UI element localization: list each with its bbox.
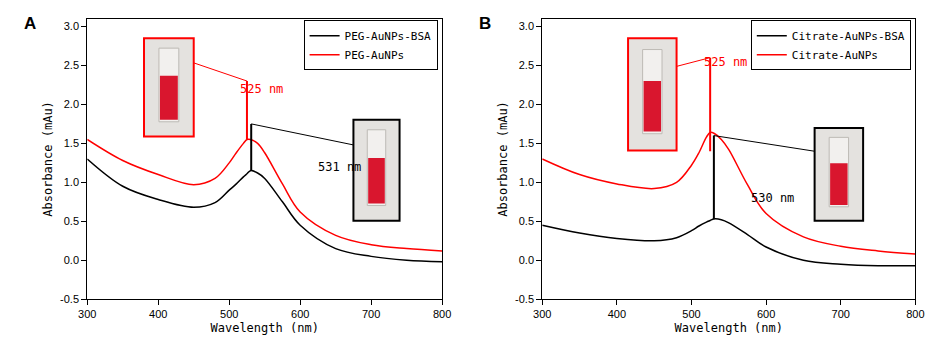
svg-text:PEG-AuNPs-BSA: PEG-AuNPs-BSA bbox=[345, 30, 431, 43]
svg-text:0.5: 0.5 bbox=[519, 215, 534, 227]
svg-text:700: 700 bbox=[362, 308, 380, 320]
svg-text:Wavelength (nm): Wavelength (nm) bbox=[211, 321, 319, 335]
svg-text:1.0: 1.0 bbox=[519, 176, 534, 188]
svg-text:2.5: 2.5 bbox=[64, 59, 79, 71]
svg-text:Citrate-AuNPs-BSA: Citrate-AuNPs-BSA bbox=[792, 30, 905, 43]
svg-text:PEG-AuNPs: PEG-AuNPs bbox=[345, 49, 405, 62]
svg-text:0.0: 0.0 bbox=[519, 254, 534, 266]
svg-text:300: 300 bbox=[78, 308, 96, 320]
svg-text:Absorbance (mAu): Absorbance (mAu) bbox=[41, 101, 55, 217]
svg-text:300: 300 bbox=[533, 308, 551, 320]
svg-text:Wavelength (nm): Wavelength (nm) bbox=[675, 321, 783, 335]
svg-text:600: 600 bbox=[291, 308, 309, 320]
svg-text:1.5: 1.5 bbox=[519, 137, 534, 149]
svg-text:600: 600 bbox=[757, 308, 775, 320]
svg-text:525 nm: 525 nm bbox=[704, 55, 747, 69]
svg-text:525 nm: 525 nm bbox=[240, 82, 283, 96]
svg-text:A: A bbox=[24, 14, 36, 33]
svg-text:1.5: 1.5 bbox=[64, 137, 79, 149]
svg-text:0.5: 0.5 bbox=[64, 215, 79, 227]
svg-text:1.0: 1.0 bbox=[64, 176, 79, 188]
svg-text:700: 700 bbox=[832, 308, 850, 320]
svg-text:530 nm: 530 nm bbox=[751, 191, 794, 205]
svg-text:0.0: 0.0 bbox=[64, 254, 79, 266]
svg-text:500: 500 bbox=[682, 308, 700, 320]
svg-text:400: 400 bbox=[608, 308, 626, 320]
svg-text:Absorbance (mAu): Absorbance (mAu) bbox=[496, 101, 510, 217]
svg-text:-0.5: -0.5 bbox=[60, 293, 79, 305]
svg-text:-0.5: -0.5 bbox=[515, 293, 534, 305]
svg-text:2.5: 2.5 bbox=[519, 59, 534, 71]
svg-text:500: 500 bbox=[220, 308, 238, 320]
svg-text:531 nm: 531 nm bbox=[318, 160, 361, 174]
svg-text:400: 400 bbox=[149, 308, 167, 320]
svg-text:3.0: 3.0 bbox=[64, 20, 79, 32]
svg-text:2.0: 2.0 bbox=[519, 98, 534, 110]
svg-text:3.0: 3.0 bbox=[519, 20, 534, 32]
svg-text:Citrate-AuNPs: Citrate-AuNPs bbox=[792, 49, 878, 62]
svg-text:B: B bbox=[479, 14, 491, 33]
svg-text:800: 800 bbox=[906, 308, 924, 320]
svg-text:2.0: 2.0 bbox=[64, 98, 79, 110]
svg-text:800: 800 bbox=[433, 308, 451, 320]
